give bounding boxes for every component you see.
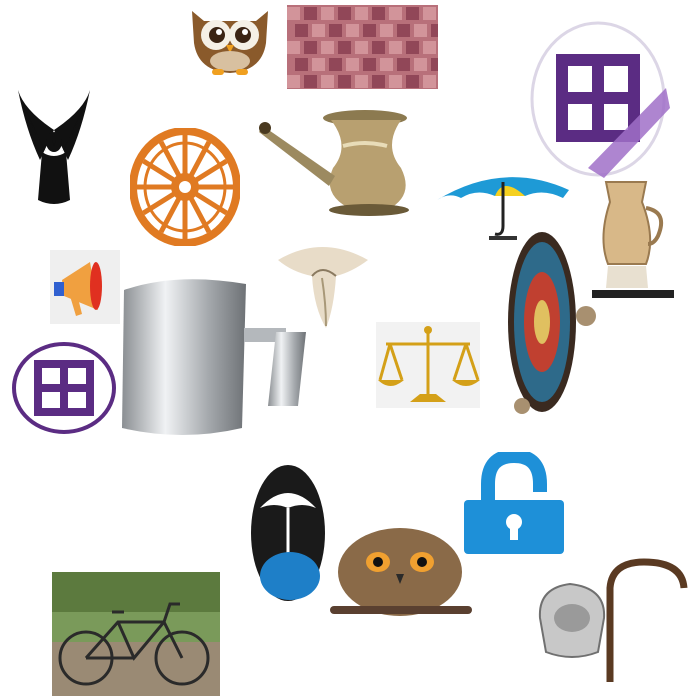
umbrella-logo xyxy=(250,464,326,602)
cartoon-owl xyxy=(182,3,278,77)
umbrella xyxy=(433,170,573,244)
woven-textile xyxy=(287,5,438,89)
owl-on-branch xyxy=(328,522,474,626)
conch-shell xyxy=(272,238,372,332)
ornate-round-shield xyxy=(504,226,600,426)
unlocked-padlock xyxy=(458,452,568,556)
eagle-line-drawing xyxy=(14,90,94,250)
swastika-circle xyxy=(10,340,118,436)
megaphone xyxy=(50,250,120,324)
walking-cane-and-bag xyxy=(534,558,690,684)
dharma-wheel xyxy=(130,128,240,246)
glass-pitcher xyxy=(592,178,674,300)
bicycle-photo xyxy=(52,572,220,696)
swastika-circle-crossed xyxy=(528,18,670,180)
balance-scale xyxy=(376,322,480,408)
brass-water-pot xyxy=(255,106,435,218)
steel-pitcher xyxy=(116,276,310,440)
